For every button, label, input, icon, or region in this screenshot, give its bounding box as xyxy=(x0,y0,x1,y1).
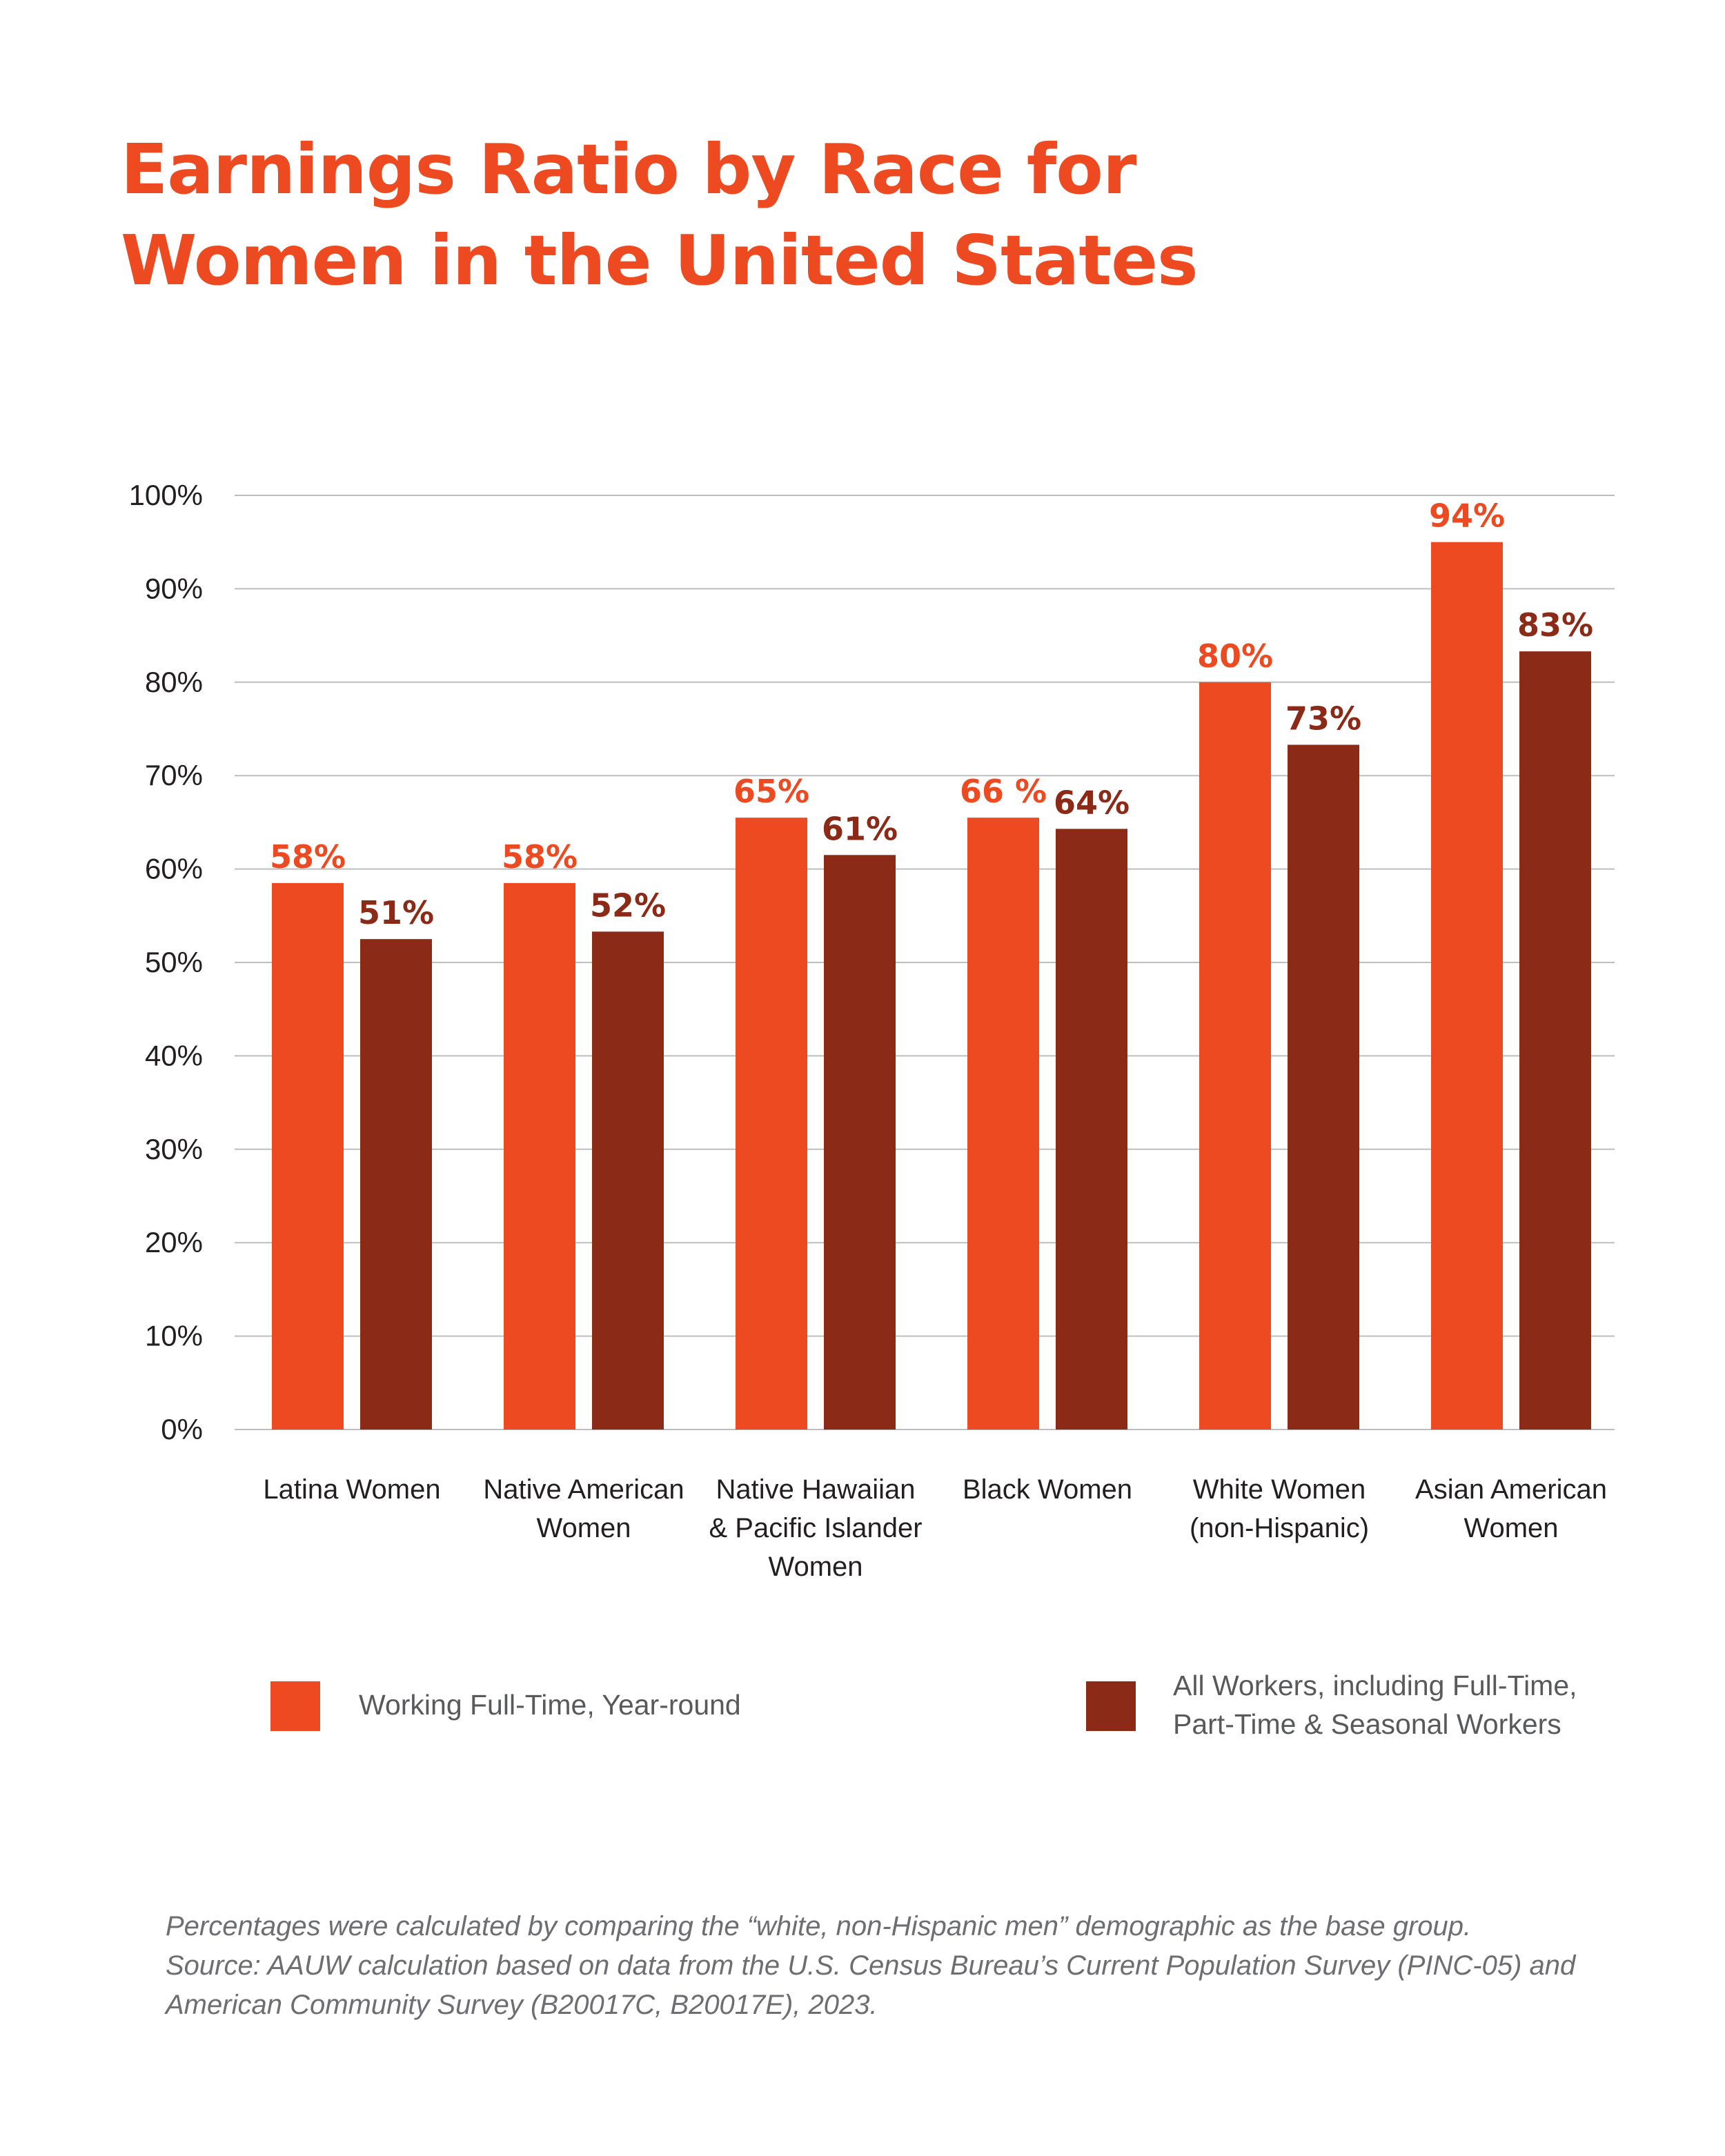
x-category-label: Latina Women xyxy=(263,1474,440,1505)
chart-title: Earnings Ratio by Race for Women in the … xyxy=(121,124,1570,306)
x-category-label: (non-Hispanic) xyxy=(1190,1513,1369,1543)
x-category-label: Native American xyxy=(483,1474,684,1505)
legend-label-all-workers-line-1: All Workers, including Full-Time, xyxy=(1173,1670,1577,1701)
y-tick-label: 60% xyxy=(145,853,203,885)
y-tick-label: 90% xyxy=(145,572,203,604)
x-category-label: Asian American xyxy=(1415,1474,1607,1505)
x-category-label: Women xyxy=(1463,1513,1558,1543)
y-tick-label: 80% xyxy=(145,666,203,698)
footnote: Percentages were calculated by comparing… xyxy=(166,1907,1656,2025)
bar-full-time xyxy=(1431,542,1503,1430)
bar-all-workers xyxy=(1056,829,1127,1430)
bar-full-time xyxy=(272,882,344,1430)
data-label: 65% xyxy=(733,773,809,810)
data-label: 83% xyxy=(1517,606,1593,644)
chart-title-line-2: Women in the United States xyxy=(121,220,1199,301)
data-label: 94% xyxy=(1429,497,1505,535)
chart-title-line-1: Earnings Ratio by Race for xyxy=(121,129,1136,210)
bar-all-workers xyxy=(1519,651,1591,1430)
x-category-label: Women xyxy=(536,1513,631,1543)
bar-full-time xyxy=(736,818,807,1430)
data-label: 80% xyxy=(1197,637,1273,675)
legend-label-full-time: Working Full-Time, Year-round xyxy=(359,1685,741,1724)
data-label: 52% xyxy=(590,887,666,924)
footnote-line-3: American Community Survey (B20017C, B200… xyxy=(166,1990,878,2020)
data-label: 61% xyxy=(822,810,898,847)
footnote-line-1: Percentages were calculated by comparing… xyxy=(166,1911,1472,1941)
x-category-label: & Pacific Islander xyxy=(709,1513,922,1543)
y-tick-label: 40% xyxy=(145,1039,203,1071)
y-tick-label: 0% xyxy=(161,1413,203,1445)
bar-all-workers xyxy=(592,931,664,1430)
bar-full-time xyxy=(504,882,575,1430)
data-label: 58% xyxy=(270,838,346,876)
legend-label-all-workers: All Workers, including Full-Time, Part-T… xyxy=(1173,1666,1577,1743)
bar-full-time xyxy=(967,818,1039,1430)
legend-swatch-full-time xyxy=(270,1681,320,1731)
legend-swatch-all-workers xyxy=(1086,1681,1136,1731)
bar-all-workers xyxy=(1288,744,1359,1430)
y-tick-label: 100% xyxy=(129,479,203,511)
data-label: 58% xyxy=(502,838,578,876)
legend-label-all-workers-line-2: Part-Time & Seasonal Workers xyxy=(1173,1708,1561,1740)
data-label: 64% xyxy=(1054,784,1130,821)
data-label: 73% xyxy=(1285,700,1361,738)
x-category-label: Native Hawaiian xyxy=(716,1474,915,1505)
y-tick-label: 50% xyxy=(145,946,203,978)
footnote-line-2: Source: AAUW calculation based on data f… xyxy=(166,1950,1576,1981)
bar-all-workers xyxy=(824,855,896,1430)
data-label: 51% xyxy=(358,894,434,931)
x-category-label: White Women xyxy=(1193,1474,1366,1505)
y-tick-label: 10% xyxy=(145,1320,203,1352)
bar-chart: 0% 10% 20% 30% 40% 50% 60% 70% 80% 90% 100% 58% 51% L… xyxy=(129,479,1615,1582)
y-tick-label: 30% xyxy=(145,1133,203,1165)
x-category-label: Black Women xyxy=(963,1474,1132,1505)
bar-all-workers xyxy=(360,939,432,1430)
y-tick-label: 70% xyxy=(145,759,203,791)
x-category-label: Women xyxy=(768,1552,862,1582)
data-label: 66 % xyxy=(960,773,1047,810)
legend-label-full-time-line-1: Working Full-Time, Year-round xyxy=(359,1689,741,1721)
y-tick-label: 20% xyxy=(145,1226,203,1258)
bar-full-time xyxy=(1199,682,1271,1430)
